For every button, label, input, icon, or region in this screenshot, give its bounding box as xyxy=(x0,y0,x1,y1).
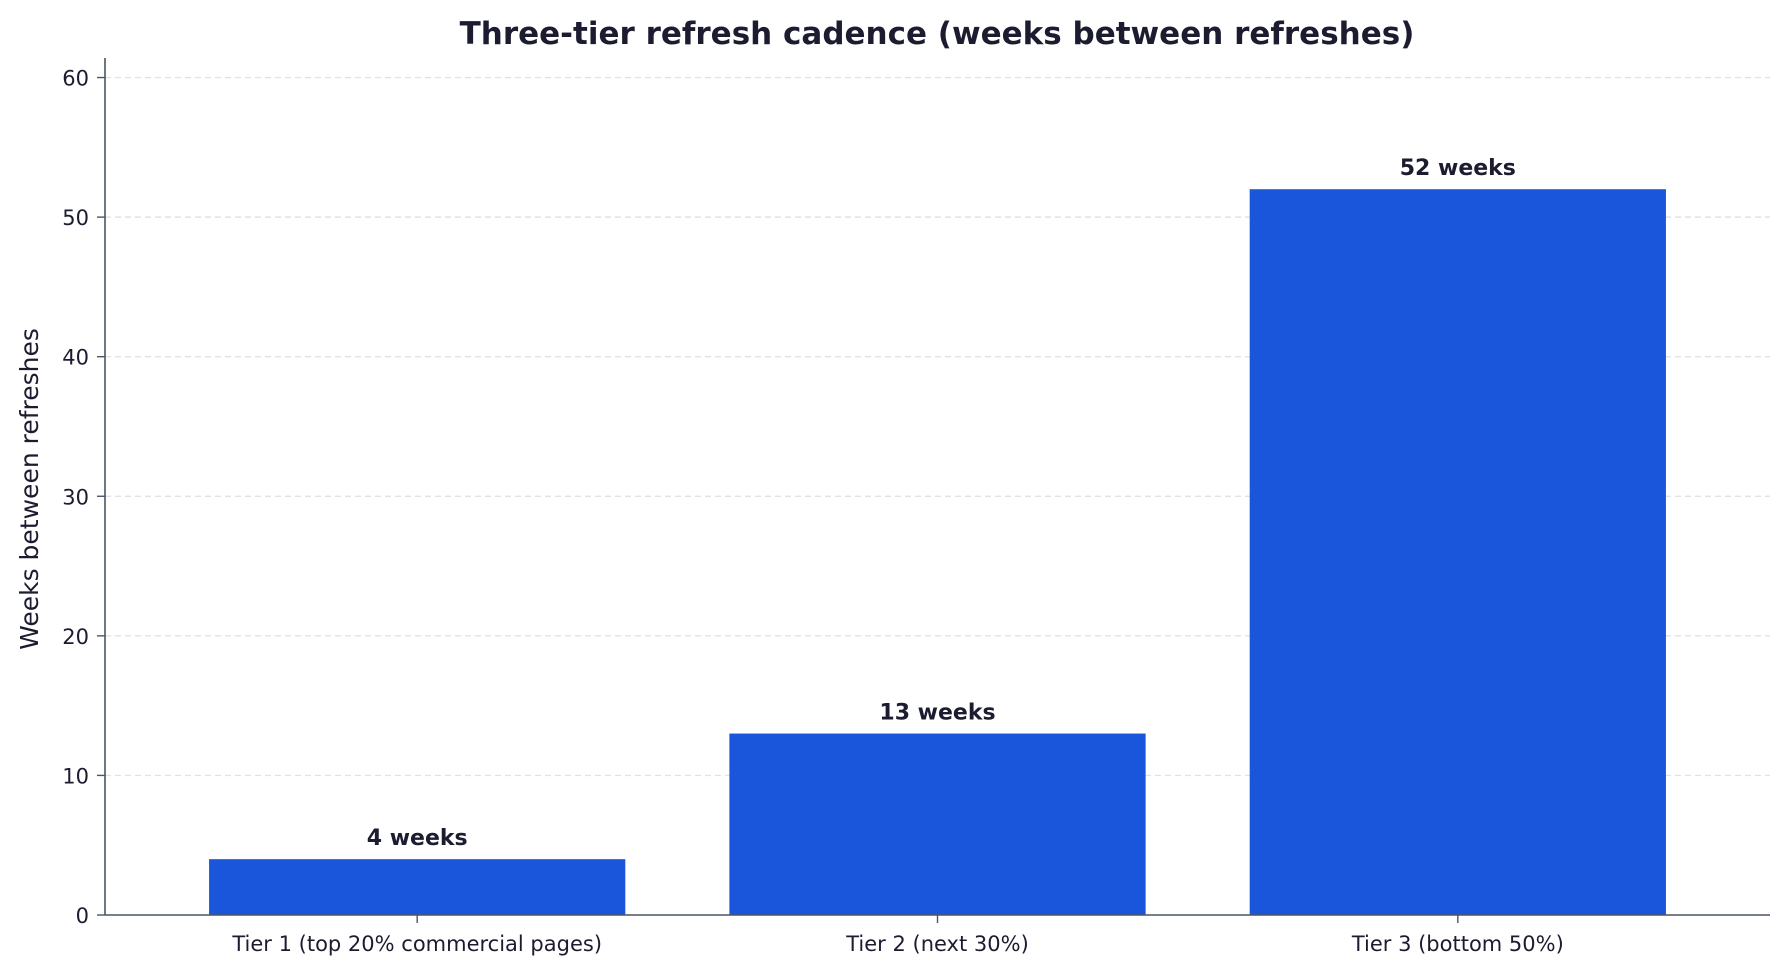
y-tick-label: 20 xyxy=(62,625,89,649)
bar-value-label: 13 weeks xyxy=(879,701,995,726)
x-tick-label: Tier 1 (top 20% commercial pages) xyxy=(231,932,602,956)
data-labels: 4 weeks 13 weeks 52 weeks xyxy=(367,156,1516,851)
x-axis-ticks: Tier 1 (top 20% commercial pages) Tier 2 … xyxy=(231,915,1564,956)
y-tick-label: 30 xyxy=(62,485,89,509)
y-tick-label: 10 xyxy=(62,764,89,788)
x-tick-label: Tier 3 (bottom 50%) xyxy=(1351,932,1564,956)
y-axis-ticks: 0 10 20 30 40 50 60 xyxy=(62,67,105,928)
bars xyxy=(209,189,1666,915)
y-tick-label: 40 xyxy=(62,346,89,370)
bar xyxy=(209,859,626,915)
y-axis-label: Weeks between refreshes xyxy=(15,328,44,650)
bar-value-label: 52 weeks xyxy=(1400,156,1516,181)
bar xyxy=(729,733,1146,915)
x-tick-label: Tier 2 (next 30%) xyxy=(845,932,1029,956)
bar-value-label: 4 weeks xyxy=(367,826,468,851)
chart-title: Three-tier refresh cadence (weeks betwee… xyxy=(460,16,1415,52)
y-tick-label: 50 xyxy=(62,206,89,230)
y-tick-label: 60 xyxy=(62,67,89,91)
bar xyxy=(1249,189,1666,915)
y-tick-label: 0 xyxy=(76,904,89,928)
